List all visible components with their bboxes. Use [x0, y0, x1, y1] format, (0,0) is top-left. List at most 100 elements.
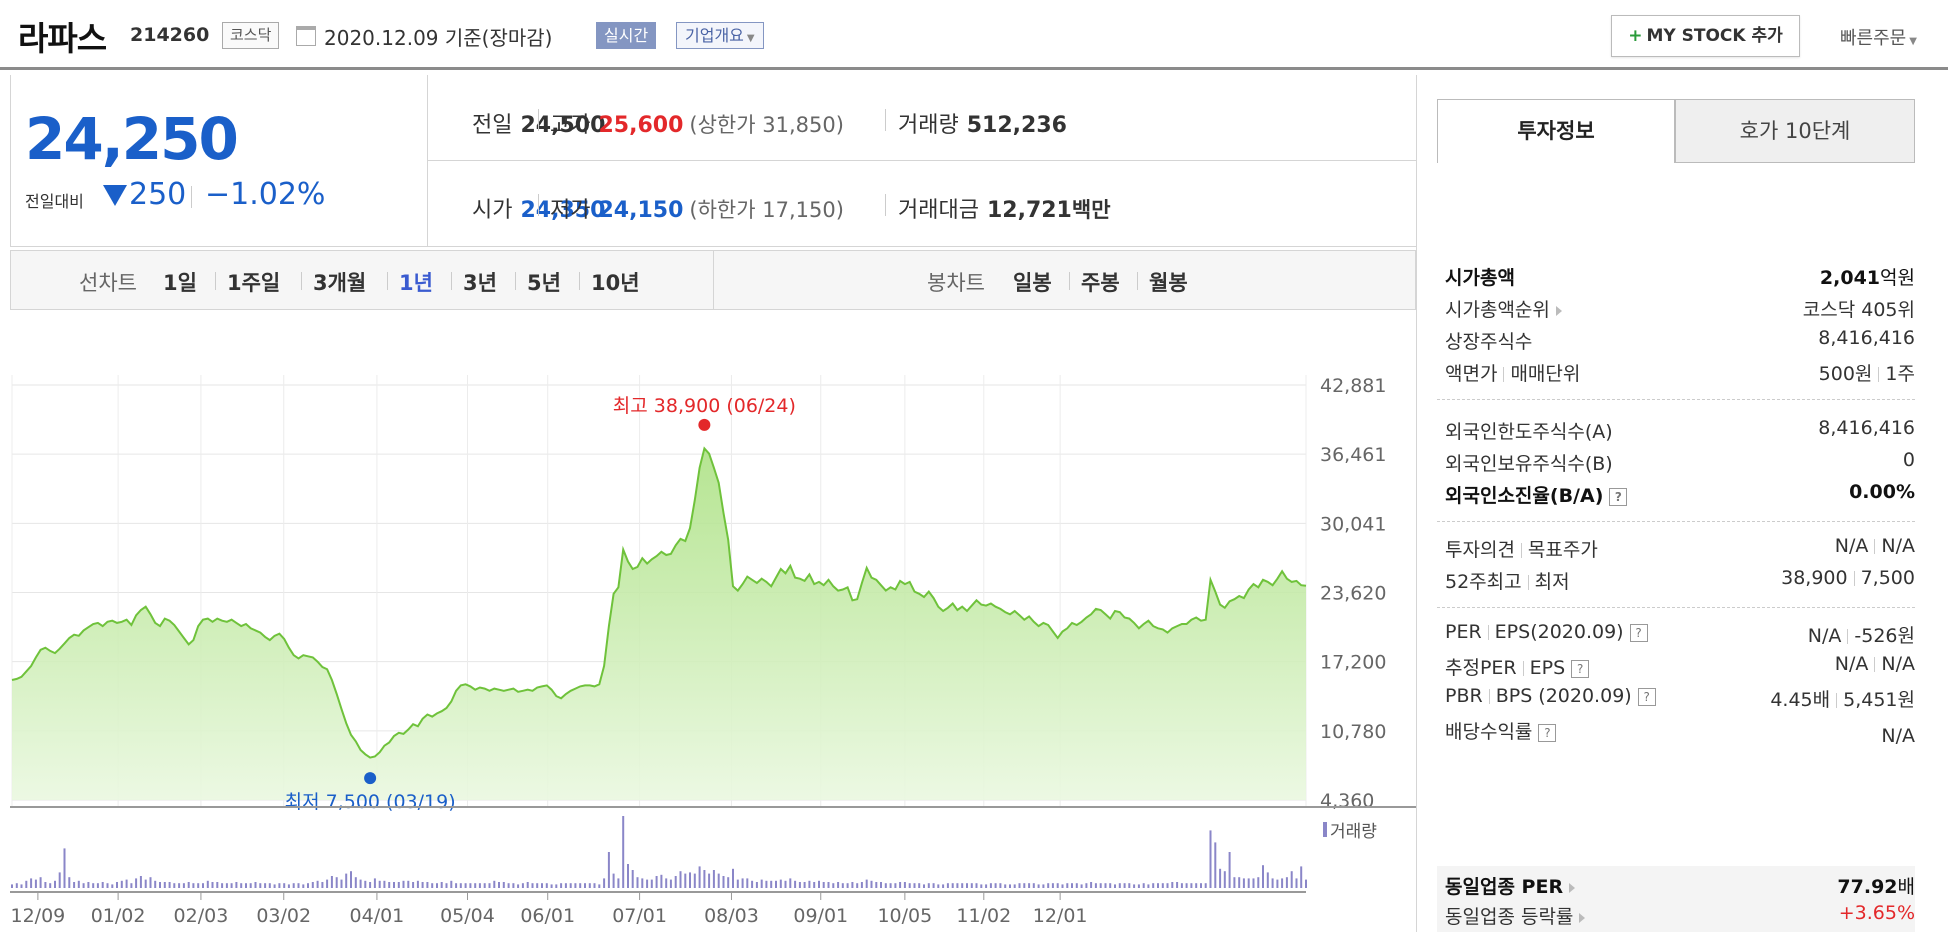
volume-bar [159, 882, 161, 888]
tab-3year[interactable]: 3년 [463, 271, 497, 295]
tab-weekly-candle[interactable]: 주봉 [1081, 271, 1120, 295]
week52-high-value: 38,900 [1781, 567, 1848, 589]
tab-1year[interactable]: 1년 [399, 271, 433, 295]
company-overview-dropdown[interactable]: 기업개요 ▼ [676, 22, 764, 49]
x-tick-label: 04/01 [350, 905, 405, 927]
help-icon[interactable]: ? [1637, 687, 1656, 706]
volume-bar [1219, 868, 1222, 888]
row-value: 38,900 7,500 [1781, 567, 1915, 589]
volume-bar [230, 883, 233, 888]
help-icon[interactable]: ? [1609, 487, 1628, 506]
row-label: 외국인소진율(B/A)? [1445, 481, 1628, 508]
realtime-button[interactable]: 실시간 [596, 22, 657, 49]
max-point [698, 418, 711, 431]
volume-bar [216, 882, 219, 888]
volume-bar [1281, 878, 1284, 888]
help-icon[interactable]: ? [1571, 659, 1590, 678]
volume-bar [182, 883, 185, 888]
tab-investment-info[interactable]: 투자정보 [1437, 99, 1675, 163]
opinion-label: 투자의견 [1445, 539, 1515, 561]
est-per-label: 추정PER [1445, 657, 1517, 679]
volume-bar [235, 882, 238, 888]
tab-1day[interactable]: 1일 [163, 271, 197, 295]
tab-1week[interactable]: 1주일 [227, 271, 281, 295]
row-sector-change[interactable]: 동일업종 등락률 +3.65% [1437, 900, 1915, 930]
price-chart[interactable]: 42,881 36,461 30,041 23,620 17,200 10,780 4,36… [0, 310, 1416, 932]
divider [1437, 521, 1915, 522]
divider [1522, 661, 1524, 676]
row-label: 시가총액순위 [1445, 295, 1562, 322]
volume-bar [775, 880, 777, 888]
stat-label: 전일 [472, 113, 513, 138]
volume-bar [760, 879, 763, 888]
row-value: N/A N/A [1835, 535, 1915, 557]
row-opinion: 투자의견 목표주가 N/A N/A [1437, 533, 1915, 563]
quick-order-dropdown[interactable]: 빠른주문 ▼ [1840, 24, 1917, 50]
volume-legend-label: 거래량 [1330, 822, 1377, 842]
divider [1874, 657, 1876, 672]
volume-bar [268, 883, 271, 888]
volume-bar [120, 880, 123, 888]
volume-bar [732, 868, 734, 888]
help-icon[interactable]: ? [1629, 623, 1648, 642]
market-badge: 코스닥 [222, 22, 280, 49]
add-my-stock-button[interactable]: + MY STOCK 추가 [1611, 15, 1800, 57]
volume-bar [1051, 883, 1054, 888]
y-axis: 42,881 36,461 30,041 23,620 17,200 10,780 4,36… [1320, 375, 1386, 812]
volume-bar [1128, 883, 1131, 888]
tab-3month[interactable]: 3개월 [313, 271, 367, 295]
volume-bar [178, 883, 181, 888]
volume-bar [564, 883, 567, 888]
volume-bar [58, 872, 61, 888]
volume-bar [1109, 883, 1112, 888]
volume-bar [1066, 883, 1069, 888]
row-est-per-eps: 추정PER EPS? N/A N/A [1437, 651, 1915, 681]
tab-monthly-candle[interactable]: 월봉 [1149, 271, 1188, 295]
y-tick-label: 36,461 [1320, 444, 1386, 466]
row-value: 77.92배 [1837, 872, 1915, 899]
divider [1878, 367, 1880, 382]
sector-summary: 동일업종 PER 77.92배 동일업종 등락률 +3.65% [1437, 866, 1915, 932]
volume-bar [92, 883, 95, 888]
volume-bar [1094, 883, 1097, 888]
y-tick-label: 17,200 [1320, 652, 1386, 674]
row-sector-per[interactable]: 동일업종 PER 77.92배 [1437, 870, 1915, 900]
volume-bar [641, 878, 644, 888]
tab-orderbook-10[interactable]: 호가 10단계 [1675, 99, 1915, 163]
divider [885, 109, 886, 131]
volume-bar [345, 873, 348, 888]
stat-label: 거래대금 [898, 198, 979, 223]
volume-bar [784, 880, 787, 888]
volume-bar [736, 879, 739, 888]
volume-bar [698, 866, 701, 888]
volume-bar [751, 880, 754, 888]
tab-daily-candle[interactable]: 일봉 [1013, 271, 1052, 295]
volume-bar [1080, 884, 1083, 888]
volume-bar [206, 880, 209, 888]
calendar-icon [296, 26, 316, 46]
row-market-cap-rank[interactable]: 시가총액순위 코스닥 405위 [1437, 293, 1915, 323]
volume-bar [1176, 882, 1179, 888]
volume-bar [607, 852, 610, 888]
divider [1437, 399, 1915, 400]
week52-high-label: 52주최고 [1445, 571, 1522, 593]
help-icon[interactable]: ? [1538, 723, 1557, 742]
stat-volume: 거래량 512,236 [898, 107, 1067, 139]
tab-5year[interactable]: 5년 [527, 271, 561, 295]
tab-10year[interactable]: 10년 [591, 271, 640, 295]
volume-bar [927, 883, 930, 888]
row-value: 8,416,416 [1818, 327, 1915, 349]
volume-bar [803, 882, 806, 888]
volume-bar [397, 882, 400, 888]
row-label: 외국인보유주식수(B) [1445, 453, 1613, 475]
volume-bar [273, 884, 276, 888]
volume-bar [1071, 883, 1073, 888]
row-label: 배당수익률? [1445, 717, 1557, 744]
volume-bar [1075, 883, 1078, 888]
volume-bar [674, 876, 677, 888]
row-label: 동일업종 등락률 [1445, 902, 1586, 929]
chevron-down-icon: ▼ [1909, 36, 1917, 47]
volume-bar [894, 883, 897, 888]
stat-trade-value: 거래대금 12,721백만 [898, 192, 1111, 224]
volume-bar [937, 884, 940, 888]
